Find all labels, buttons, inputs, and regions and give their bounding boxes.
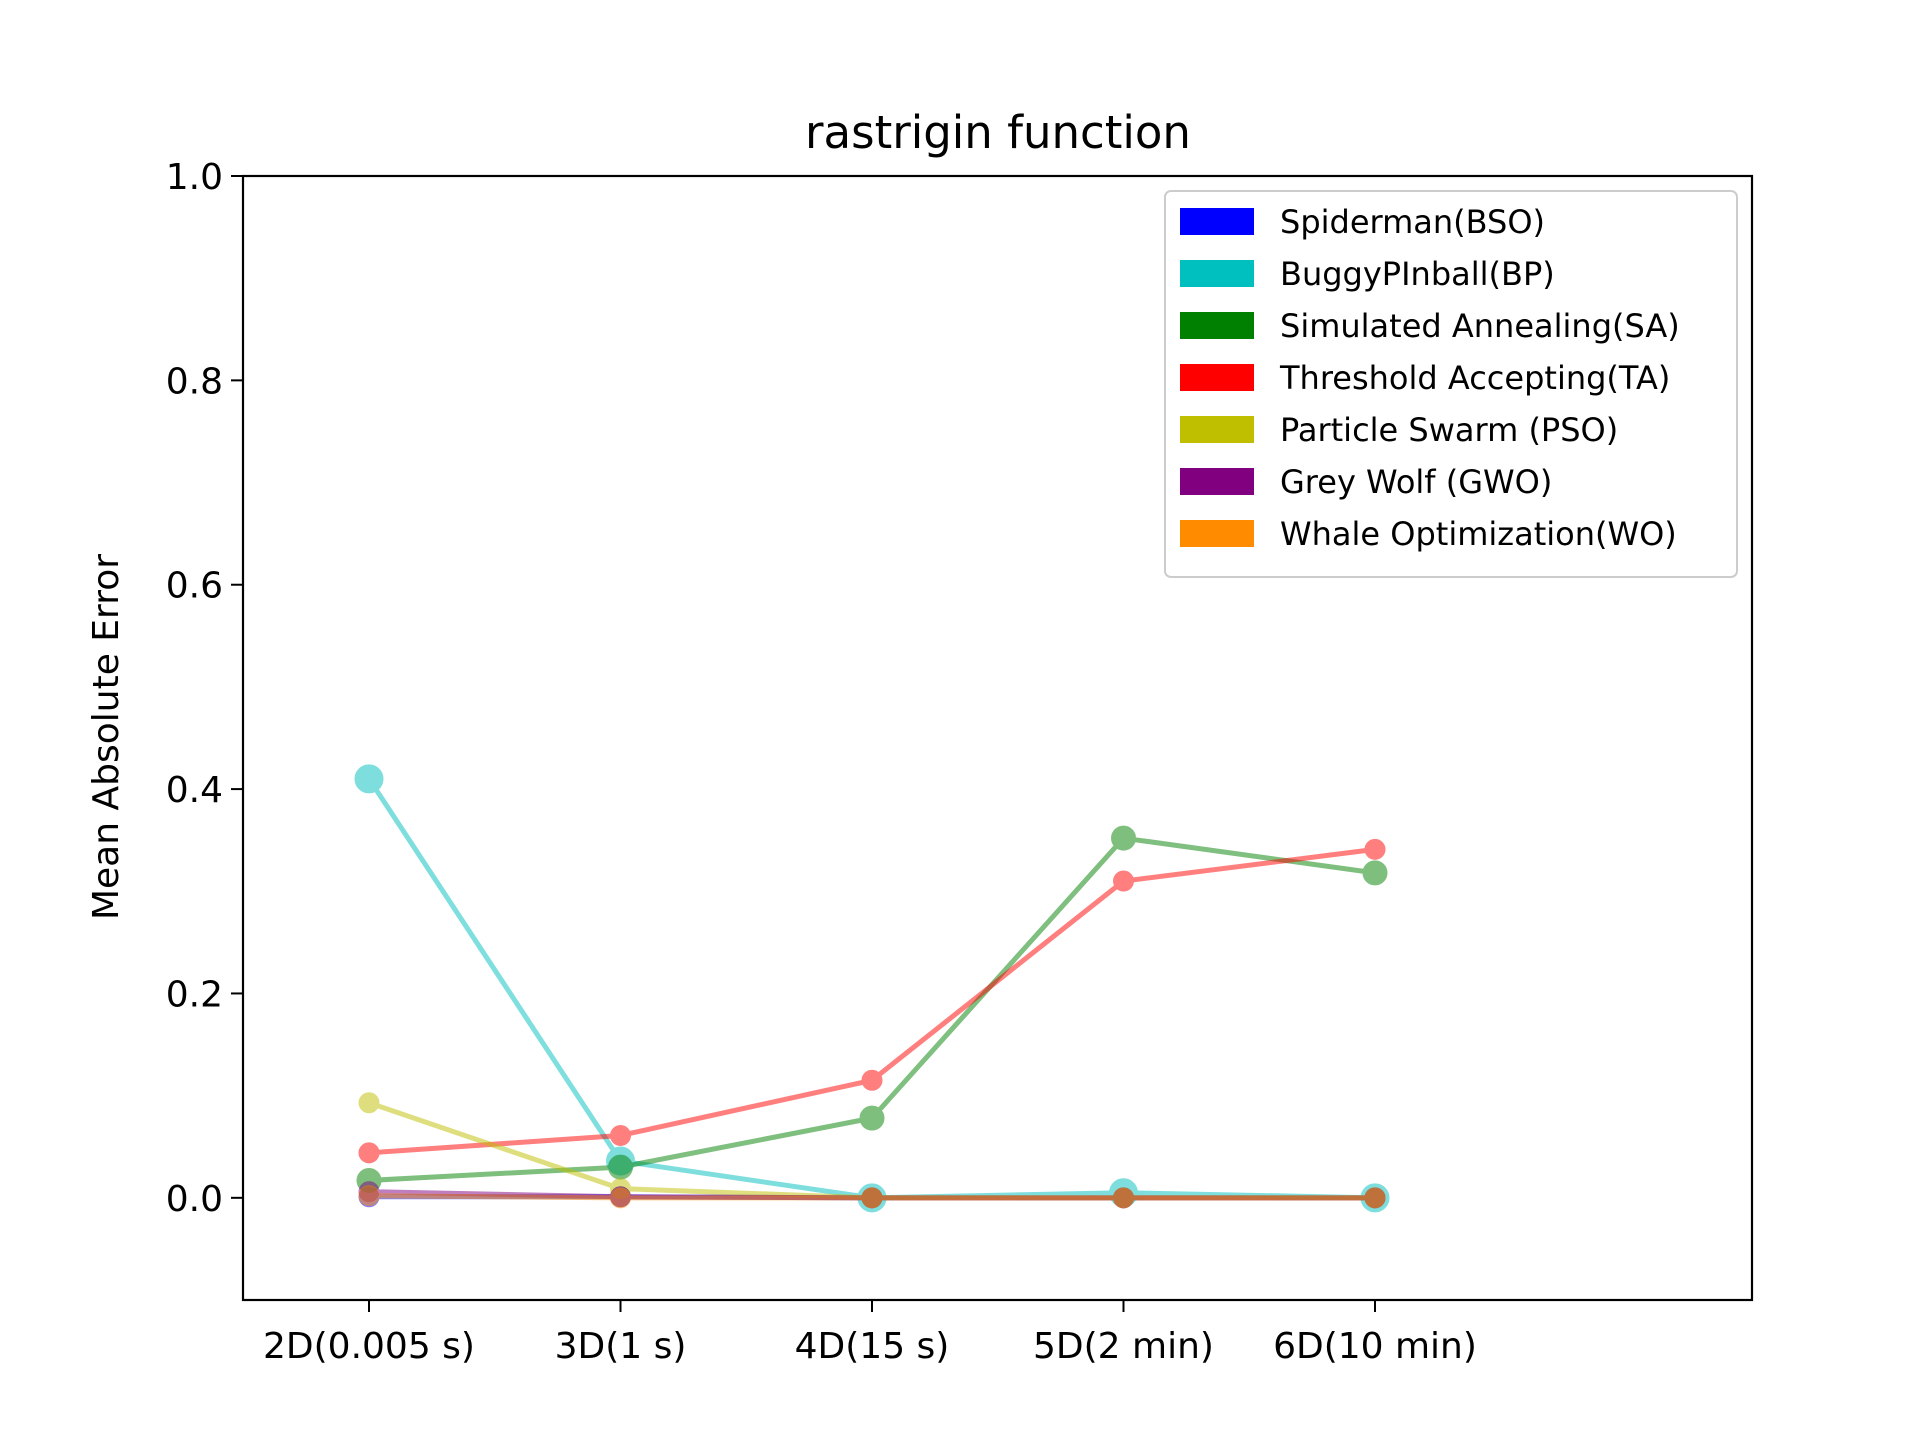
- data-point: [861, 1069, 883, 1091]
- data-point: [1113, 1187, 1134, 1209]
- legend-label: Threshold Accepting(TA): [1279, 359, 1670, 397]
- data-point: [1364, 838, 1386, 860]
- legend-item: Threshold Accepting(TA): [1180, 359, 1670, 397]
- y-tick-label: 0.4: [166, 770, 223, 811]
- data-point: [1111, 825, 1136, 851]
- data-point: [1364, 1187, 1386, 1209]
- series-line: [366, 777, 1376, 1201]
- data-point: [358, 1092, 380, 1114]
- data-point: [1113, 870, 1134, 892]
- data-point: [1362, 860, 1388, 886]
- legend-swatch: [1180, 208, 1254, 235]
- x-tick-label: 4D(15 s): [795, 1326, 950, 1367]
- legend-swatch: [1180, 416, 1254, 443]
- legend-item: Whale Optimization(WO): [1180, 515, 1677, 553]
- legend-label: Simulated Annealing(SA): [1280, 307, 1680, 345]
- legend-item: Spiderman(BSO): [1180, 203, 1545, 241]
- legend-item: BuggyPInball(BP): [1180, 255, 1555, 293]
- series-6: [358, 1185, 1386, 1209]
- data-point: [358, 1185, 380, 1207]
- data-point: [859, 1105, 885, 1131]
- x-tick-label: 3D(1 s): [555, 1326, 687, 1367]
- data-point: [354, 764, 384, 794]
- legend-swatch: [1180, 364, 1254, 391]
- legend-item: Particle Swarm (PSO): [1180, 411, 1618, 449]
- x-tick-label: 2D(0.005 s): [263, 1326, 475, 1367]
- legend-label: Particle Swarm (PSO): [1280, 411, 1618, 449]
- y-tick-label: 0.8: [166, 361, 223, 402]
- legend-box: [1164, 190, 1738, 578]
- y-axis-label: Mean Absolute Error: [86, 554, 127, 920]
- legend-label: Whale Optimization(WO): [1280, 515, 1677, 553]
- series-3: [358, 838, 1386, 1164]
- legend-swatch: [1180, 312, 1254, 339]
- legend-item: Simulated Annealing(SA): [1180, 307, 1680, 345]
- data-point: [610, 1187, 631, 1209]
- data-point: [861, 1187, 883, 1209]
- x-tick-label: 6D(10 min): [1273, 1326, 1477, 1367]
- y-tick-label: 1.0: [166, 157, 223, 198]
- legend-label: Spiderman(BSO): [1280, 203, 1545, 241]
- legend-label: Grey Wolf (GWO): [1280, 463, 1552, 501]
- legend-item: Grey Wolf (GWO): [1180, 463, 1552, 501]
- plot-frame: [241, 174, 1754, 1302]
- y-tick-label: 0.2: [166, 974, 223, 1015]
- y-tick-label: 0.6: [166, 566, 223, 607]
- legend-swatch: [1180, 260, 1254, 287]
- data-point: [358, 1142, 380, 1164]
- y-tick-label: 0.0: [166, 1179, 223, 1220]
- data-point: [608, 1154, 633, 1180]
- legend-swatch: [1180, 468, 1254, 495]
- legend-swatch: [1180, 520, 1254, 547]
- legend-label: BuggyPInball(BP): [1280, 255, 1555, 293]
- series-2: [356, 825, 1388, 1193]
- chart-title: rastrigin function: [805, 106, 1191, 159]
- x-tick-label: 5D(2 min): [1033, 1326, 1214, 1367]
- data-point: [610, 1124, 631, 1146]
